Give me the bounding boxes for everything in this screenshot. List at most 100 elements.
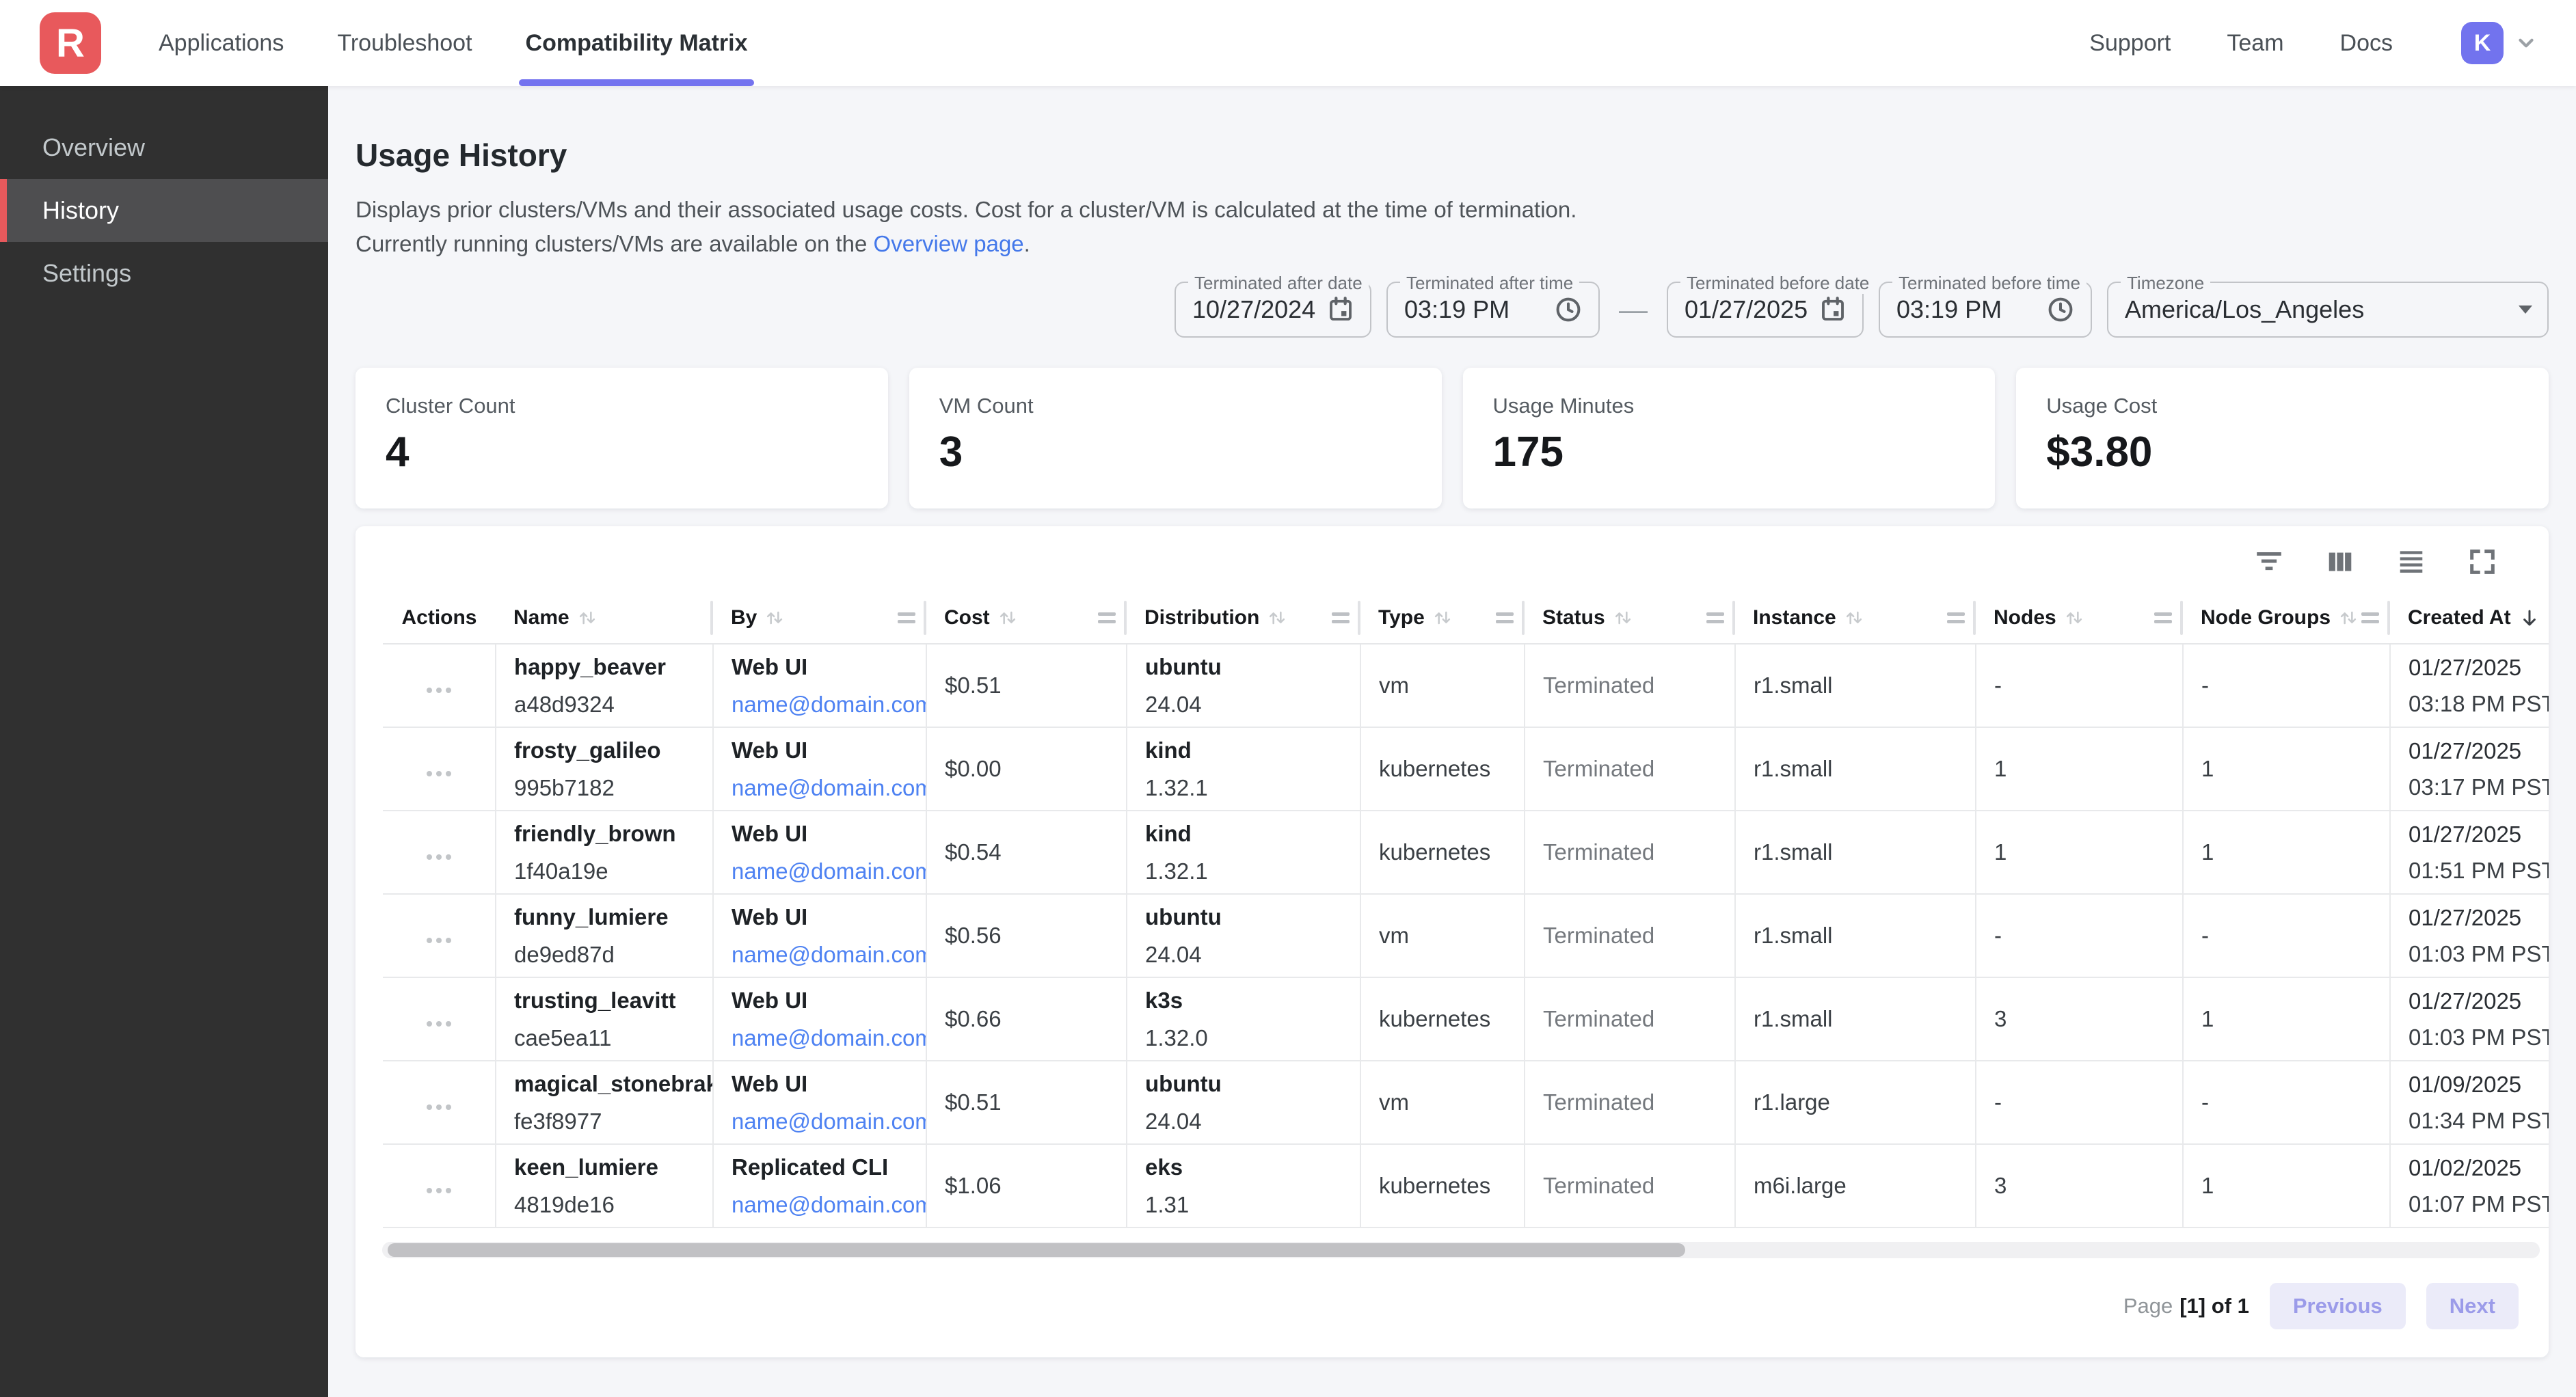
field-value[interactable]: 01/27/2025: [1685, 295, 1808, 323]
column-menu-icon[interactable]: [1098, 612, 1116, 623]
sort-icon[interactable]: [764, 607, 786, 629]
calendar-icon[interactable]: [1819, 295, 1847, 324]
column-menu-icon[interactable]: [898, 612, 915, 623]
columns-icon[interactable]: [2324, 546, 2356, 578]
row-actions-button[interactable]: [427, 771, 451, 776]
clock-icon[interactable]: [2045, 295, 2076, 325]
clock-icon[interactable]: [1553, 295, 1583, 325]
sort-icon[interactable]: [2063, 607, 2085, 629]
cell-type: vm: [1379, 923, 1409, 948]
sort-icon[interactable]: [2337, 607, 2359, 629]
nav-tab-compatibility-matrix[interactable]: Compatibility Matrix: [518, 0, 755, 86]
field-value[interactable]: 10/27/2024: [1192, 295, 1316, 323]
previous-button[interactable]: Previous: [2269, 1283, 2406, 1329]
fullscreen-icon[interactable]: [2467, 546, 2498, 578]
field-value[interactable]: 03:19 PM: [1404, 295, 1510, 323]
sort-icon[interactable]: [576, 607, 598, 629]
column-menu-icon[interactable]: [1496, 612, 1514, 623]
column-menu-icon[interactable]: [1947, 612, 1965, 623]
column-menu-icon[interactable]: [2361, 612, 2379, 623]
cell-node-groups: 1: [2201, 756, 2214, 781]
row-email-link[interactable]: name@domain.com: [732, 858, 926, 884]
column-header-distribution[interactable]: Distribution: [1127, 592, 1360, 645]
timezone-select[interactable]: Timezone America/Los_Angeles: [2107, 273, 2549, 338]
sort-icon[interactable]: [997, 607, 1019, 629]
stat-value: 4: [386, 429, 410, 476]
terminated-after-date-field[interactable]: Terminated after date 10/27/2024: [1175, 273, 1371, 338]
stat-label: VM Count: [939, 394, 1034, 418]
overview-page-link[interactable]: Overview page: [873, 231, 1024, 256]
nav-support[interactable]: Support: [2089, 29, 2171, 56]
cell-nodes: 3: [1994, 1173, 2007, 1198]
main-content: Usage History Displays prior clusters/VM…: [328, 86, 2576, 1397]
horizontal-scrollbar[interactable]: [382, 1242, 2540, 1258]
row-actions-button[interactable]: [427, 1021, 451, 1027]
vm-count-card: VM Count 3: [909, 368, 1442, 508]
avatar[interactable]: K: [2461, 22, 2504, 64]
sidebar-item-overview[interactable]: Overview: [42, 133, 146, 161]
column-header-name[interactable]: Name: [496, 592, 713, 645]
row-email-link[interactable]: name@domain.com: [732, 774, 926, 800]
row-email-link[interactable]: name@domain.com: [732, 1191, 926, 1217]
row-actions-button[interactable]: [427, 688, 451, 693]
field-label: Terminated before time: [1892, 273, 2087, 294]
sort-icon[interactable]: [1266, 607, 1288, 629]
sidebar-item-settings[interactable]: Settings: [42, 259, 132, 287]
next-button[interactable]: Next: [2426, 1283, 2519, 1329]
row-email-link[interactable]: name@domain.com: [732, 691, 926, 717]
sort-icon[interactable]: [1843, 607, 1865, 629]
column-menu-icon[interactable]: [1706, 612, 1724, 623]
nav-tab-applications[interactable]: Applications: [159, 29, 284, 56]
sort-icon[interactable]: [1432, 607, 1453, 629]
sort-desc-icon[interactable]: [2518, 606, 2541, 629]
terminated-before-time-field[interactable]: Terminated before time 03:19 PM: [1879, 273, 2092, 338]
row-email-link[interactable]: name@domain.com: [732, 1025, 926, 1050]
cell-created-date: 01/27/2025: [2409, 904, 2522, 930]
sidebar-item-history[interactable]: History: [0, 179, 328, 242]
column-header-status[interactable]: Status: [1525, 592, 1735, 645]
field-value[interactable]: 03:19 PM: [1896, 295, 2002, 323]
usage-cost-card: Usage Cost $3.80: [2016, 368, 2549, 508]
calendar-icon[interactable]: [1326, 295, 1355, 324]
field-label: Terminated after time: [1400, 273, 1580, 294]
column-header-cost[interactable]: Cost: [926, 592, 1127, 645]
row-email-link[interactable]: name@domain.com: [732, 941, 926, 967]
row-actions-button[interactable]: [427, 938, 451, 943]
nav-team[interactable]: Team: [2227, 29, 2284, 56]
horizontal-scrollbar-thumb[interactable]: [388, 1243, 1685, 1257]
row-actions-button[interactable]: [427, 854, 451, 860]
column-header-created-at[interactable]: Created At: [2390, 592, 2549, 645]
cell-type: kubernetes: [1379, 756, 1491, 781]
row-actions-button[interactable]: [427, 1104, 451, 1110]
field-value[interactable]: America/Los_Angeles: [2125, 295, 2365, 323]
column-header-nodes[interactable]: Nodes: [1976, 592, 2183, 645]
cell-name: funny_lumiere: [514, 904, 669, 930]
row-actions-button[interactable]: [427, 1188, 451, 1193]
field-label: Terminated before date: [1680, 273, 1876, 294]
cell-created-date: 01/27/2025: [2409, 821, 2522, 847]
cell-status: Terminated: [1543, 1173, 1655, 1198]
nav-docs[interactable]: Docs: [2339, 29, 2393, 56]
chevron-down-icon[interactable]: [2514, 31, 2538, 55]
column-header-type[interactable]: Type: [1360, 592, 1525, 645]
row-email-link[interactable]: name@domain.com: [732, 1108, 926, 1134]
cell-node-groups: 1: [2201, 1006, 2214, 1031]
nav-tab-troubleshoot[interactable]: Troubleshoot: [337, 29, 472, 56]
density-icon[interactable]: [2396, 546, 2427, 578]
terminated-before-date-field[interactable]: Terminated before date 01/27/2025: [1667, 273, 1876, 338]
cell-created-time: 01:51 PM PST: [2409, 857, 2549, 883]
sort-icon[interactable]: [1612, 607, 1634, 629]
replicated-logo[interactable]: R: [40, 12, 101, 74]
column-menu-icon[interactable]: [1332, 612, 1350, 623]
account-menu[interactable]: K: [2461, 22, 2538, 64]
filter-icon[interactable]: [2253, 546, 2285, 578]
dropdown-arrow-icon[interactable]: [2519, 306, 2532, 314]
cell-instance: m6i.large: [1754, 1173, 1847, 1198]
terminated-after-time-field[interactable]: Terminated after time 03:19 PM: [1386, 273, 1600, 338]
column-label: Cost: [944, 606, 990, 629]
column-menu-icon[interactable]: [2154, 612, 2172, 623]
column-header-node-groups[interactable]: Node Groups: [2183, 592, 2390, 645]
column-header-by[interactable]: By: [713, 592, 926, 645]
stat-label: Cluster Count: [386, 394, 515, 418]
column-header-instance[interactable]: Instance: [1735, 592, 1976, 645]
